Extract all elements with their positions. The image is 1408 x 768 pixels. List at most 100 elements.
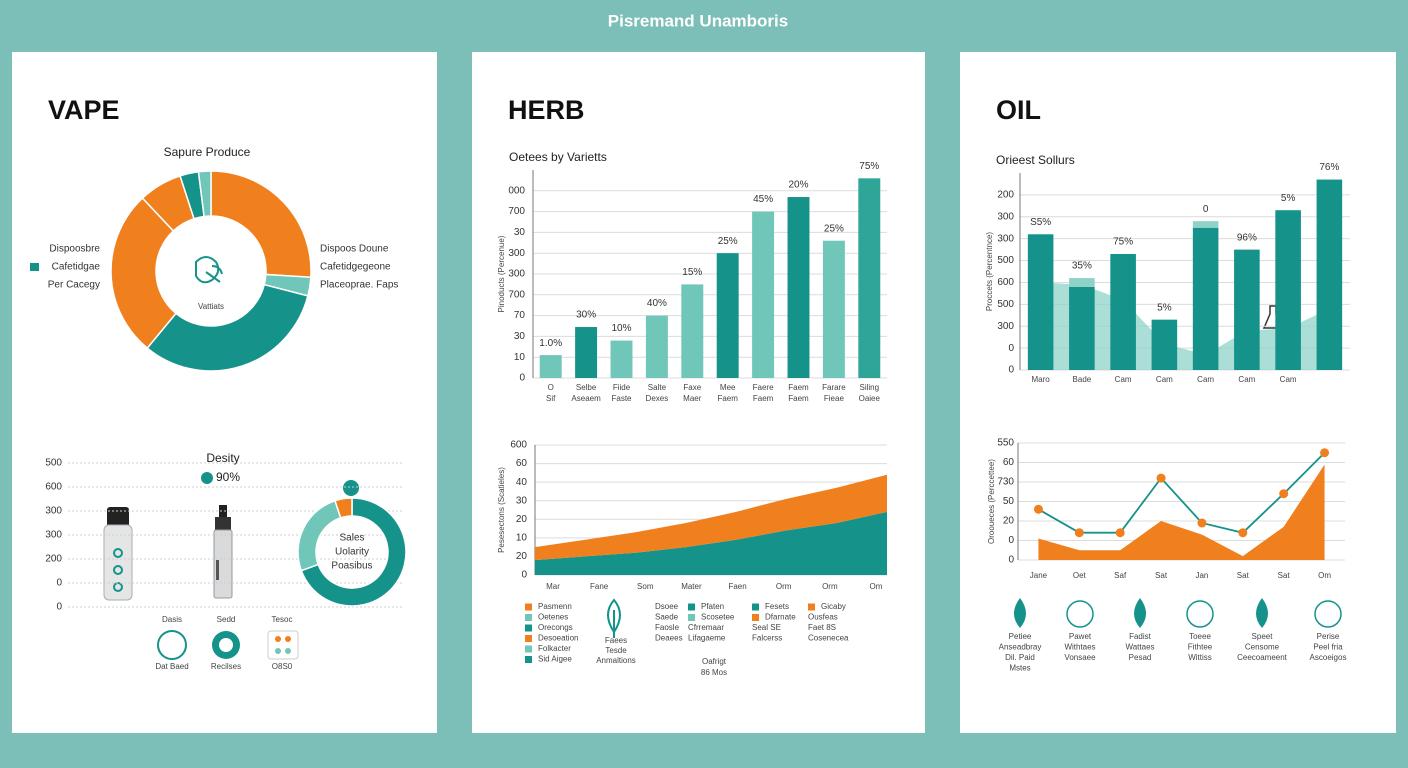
bar — [575, 327, 598, 378]
bar-annotation: 15% — [682, 267, 702, 278]
y-tick-label: 20 — [516, 551, 528, 562]
bar — [610, 340, 633, 378]
legend-swatch — [688, 614, 695, 621]
oil-icon — [1066, 600, 1094, 628]
oil-icon — [1014, 598, 1026, 628]
x-tick-label: Orm — [822, 582, 838, 591]
y-tick-label: 10 — [514, 352, 526, 363]
y-tick-label: 0 — [1008, 365, 1014, 376]
x-tick-label: Om — [870, 582, 883, 591]
y-tick-label: 0 — [1008, 535, 1014, 546]
chart-title: Sapure Produce — [164, 145, 251, 159]
marker — [1074, 528, 1084, 538]
legend-label: Dispoos Doune — [320, 244, 389, 255]
oil-icon — [1256, 598, 1268, 628]
legend-label: Faosle — [655, 623, 680, 632]
icon-label: Peel fria — [1313, 643, 1343, 652]
y-tick-label: 60 — [516, 458, 528, 469]
y-tick-label: 0 — [521, 570, 527, 581]
badge-icon — [285, 636, 291, 642]
icon-label: Withtaes — [1064, 643, 1095, 652]
x-tick-label: Selbe — [576, 383, 597, 392]
icon-label: Petiee — [1009, 632, 1032, 641]
legend-label: Seal SE — [752, 623, 781, 632]
legend-label: Lifagaeme — [688, 634, 726, 643]
x-tick-label: Mee — [720, 383, 736, 392]
icon-label: Perise — [1317, 632, 1340, 641]
bar — [787, 197, 810, 378]
legend-label: Deaees — [655, 634, 683, 643]
icon-label: Pesad — [1129, 653, 1152, 662]
bar — [1275, 210, 1301, 370]
bar-annotation: 10% — [611, 323, 631, 334]
icon-label: Fadist — [1129, 632, 1152, 641]
y-tick-label: 300 — [508, 269, 525, 280]
bar — [539, 355, 562, 378]
legend-label: Dfarnate — [765, 613, 796, 622]
legend-swatch — [752, 614, 759, 621]
x-tick-label: Faem — [753, 394, 774, 403]
bar — [858, 178, 881, 378]
badge-icon — [275, 636, 281, 642]
marker — [1279, 489, 1289, 499]
bar-annotation: 75% — [859, 161, 879, 172]
x-tick-label: Cam — [1156, 375, 1173, 384]
x-tick-label: Faem — [788, 383, 809, 392]
x-tick-label: Faem — [788, 394, 809, 403]
icon-label: Ceecoameent — [1237, 653, 1288, 662]
x-tick-label: Jane — [1030, 571, 1048, 580]
bar — [1234, 249, 1260, 370]
y-tick-label: 300 — [997, 211, 1014, 222]
y-tick-label: 30 — [514, 227, 526, 238]
x-tick-label: Salte — [648, 383, 667, 392]
bar — [645, 315, 668, 378]
y-tick-label: 20 — [1003, 516, 1015, 527]
legend-swatch — [688, 603, 695, 611]
x-tick-label: Maer — [683, 394, 702, 403]
indicator-dot — [343, 480, 359, 496]
bar-annotation: 5% — [1157, 302, 1172, 313]
badge-icon — [285, 648, 291, 654]
legend-label: Falcerss — [752, 634, 782, 643]
icon-label: Fithtee — [1188, 643, 1213, 652]
y-axis-label: Proccets (Percentnce) — [985, 232, 994, 311]
oil-icon — [1186, 600, 1214, 628]
y-tick-label: 300 — [45, 506, 62, 517]
center-label: Uolarity — [335, 547, 369, 558]
bar — [752, 211, 775, 378]
legend-label: Fesets — [765, 602, 789, 611]
legend-label: Placeoprae. Faps — [320, 280, 398, 291]
x-tick-label: Mar — [546, 582, 560, 591]
legend-label: Ousfeas — [808, 613, 838, 622]
legend-label: Pasmenn — [538, 602, 572, 611]
bar — [1192, 227, 1219, 370]
x-tick-label: Maro — [1032, 375, 1051, 384]
y-tick-label: 200 — [997, 190, 1014, 201]
legend-swatch — [525, 603, 532, 611]
legend-note: Faees — [605, 636, 627, 645]
bar-annotation: 25% — [824, 223, 844, 234]
icon-label: Wattaes — [1125, 643, 1154, 652]
panel — [472, 52, 925, 733]
badge-icon — [267, 630, 299, 660]
bar-annotation: 35% — [1072, 261, 1092, 272]
y-tick-label: 200 — [45, 554, 62, 565]
badge-icon — [275, 648, 281, 654]
bar-annotation: S5% — [1030, 217, 1051, 228]
x-tick-label: Cam — [1115, 375, 1132, 384]
vape-pen — [213, 505, 233, 599]
bar-annotation: 75% — [1113, 237, 1133, 248]
annotation: 90% — [216, 470, 240, 484]
leaf-icon — [607, 598, 621, 638]
legend-swatch — [525, 614, 532, 621]
x-tick-label: Orm — [776, 582, 792, 591]
y-tick-label: 600 — [997, 277, 1014, 288]
y-tick-label: 20 — [516, 514, 528, 525]
legend-swatch — [752, 603, 759, 611]
legend-swatch — [525, 624, 532, 632]
legend-label: Desoeation — [538, 634, 578, 643]
y-tick-label: 700 — [508, 206, 525, 217]
bar — [716, 253, 739, 378]
x-tick-label: O — [548, 383, 554, 392]
x-tick-label: Sif — [546, 394, 556, 403]
